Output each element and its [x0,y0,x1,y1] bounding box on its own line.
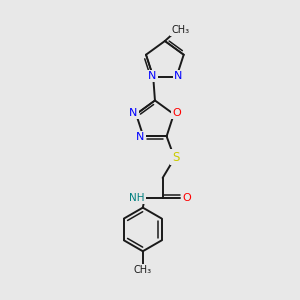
Text: CH₃: CH₃ [134,265,152,275]
Text: O: O [182,193,191,203]
Text: N: N [129,108,137,118]
Text: O: O [172,108,181,118]
Text: S: S [172,151,179,164]
Text: NH: NH [129,193,145,203]
Text: N: N [148,71,156,81]
Text: N: N [174,71,183,81]
Text: CH₃: CH₃ [172,25,190,35]
Text: N: N [136,132,145,142]
